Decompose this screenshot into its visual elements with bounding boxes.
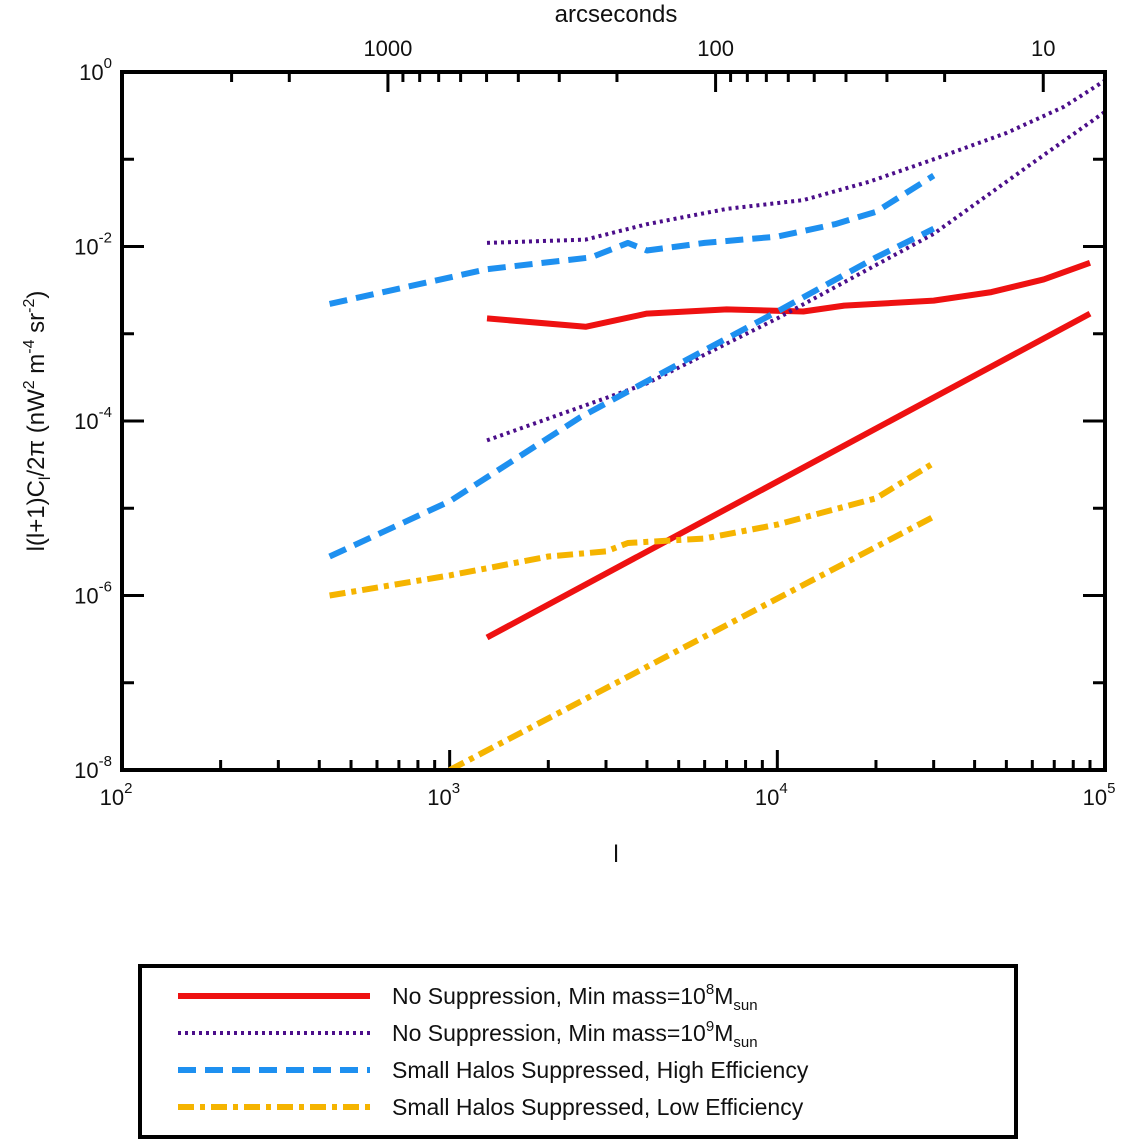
y-axis-title: l(l+1)Cl/2π (nW2 m-4 sr-2) <box>21 291 54 552</box>
x-tick-label: 103 <box>427 780 460 810</box>
y-tick-label: 10-6 <box>74 579 112 609</box>
y-tick-label: 10-2 <box>74 230 112 260</box>
series-layer <box>328 78 1105 770</box>
top-tick-label: 10 <box>1031 36 1055 61</box>
legend-label: Small Halos Suppressed, Low Efficiency <box>392 1094 804 1120</box>
tick-labels-layer: 102 103 104 105 100 10-2 10-4 10-6 10-8 1000 100 10 <box>74 36 1115 810</box>
ticks-layer <box>120 70 1105 772</box>
y-tick-label: 100 <box>79 55 112 85</box>
series-line-no-suppression-1e8 <box>485 310 1092 641</box>
legend-label: No Suppression, Min mass=109Msun <box>392 1018 758 1051</box>
legend-entries: No Suppression, Min mass=108Msun No Suppr… <box>178 981 809 1120</box>
y-tick-label: 10-4 <box>74 404 112 434</box>
x-tick-label: 105 <box>1083 780 1116 810</box>
legend-label: Small Halos Suppressed, High Efficiency <box>392 1057 809 1083</box>
top-tick-label: 100 <box>697 36 734 61</box>
series-line-no-suppression-1e8 <box>486 259 1092 330</box>
top-axis-title: arcseconds <box>555 1 678 28</box>
x-tick-label: 102 <box>100 780 133 810</box>
series-line-small-halos-high <box>328 173 936 307</box>
legend-label: No Suppression, Min mass=108Msun <box>392 981 758 1014</box>
x-axis-title: l <box>613 841 618 868</box>
series-line-small-halos-low <box>329 460 936 599</box>
x-tick-label: 104 <box>755 780 788 810</box>
legend: No Suppression, Min mass=108Msun No Suppr… <box>138 964 1018 1139</box>
plot-frame <box>120 70 1107 772</box>
series-line-no-suppression-1e9 <box>486 78 1105 245</box>
top-tick-label: 1000 <box>363 36 412 61</box>
series-line-small-halos-low <box>448 514 936 770</box>
y-tick-label: 10-8 <box>74 753 112 783</box>
series-line-no-suppression-1e9 <box>486 110 1105 443</box>
series-line-small-halos-high <box>328 226 936 560</box>
